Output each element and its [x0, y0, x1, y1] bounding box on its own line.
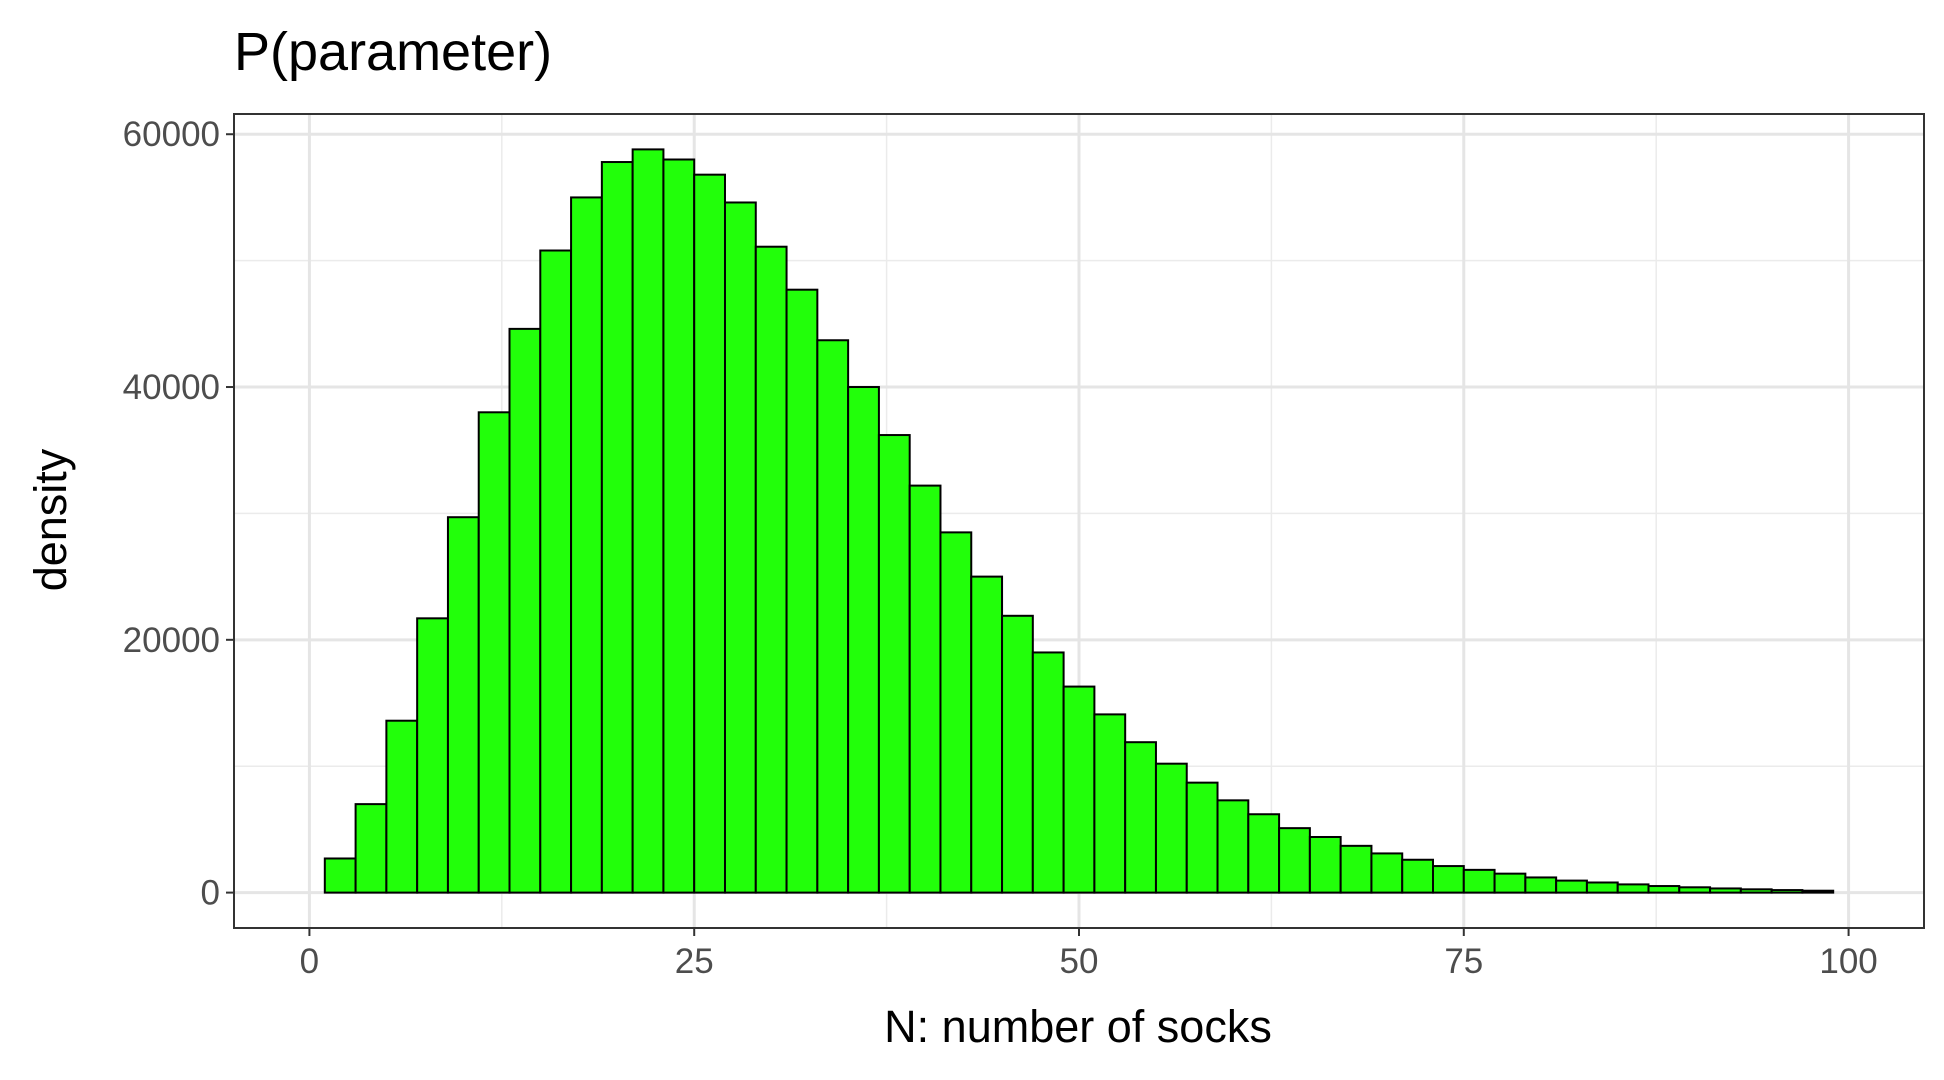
histogram-bar [908, 484, 942, 894]
histogram-bar [323, 857, 357, 894]
histogram-bar [785, 288, 819, 894]
histogram-bar [1585, 881, 1619, 894]
histogram-bar [1124, 741, 1157, 894]
chart-title: P(parameter) [234, 22, 552, 82]
histogram-bar [693, 173, 726, 894]
histogram-bar [1247, 813, 1281, 894]
histogram-bar [1770, 889, 1804, 894]
histogram-bar [1339, 844, 1373, 894]
histogram-bar [1432, 865, 1465, 894]
histogram-bar [1185, 781, 1219, 894]
histogram-bar [877, 434, 911, 894]
histogram-bar [1678, 886, 1712, 894]
histogram-bar [1616, 883, 1650, 894]
y-tick-label: 0 [201, 874, 220, 913]
x-axis: 0 25 50 75 100 [300, 928, 1878, 981]
y-tick-label: 60000 [123, 115, 220, 154]
histogram-bar [1216, 799, 1250, 894]
x-tick-label: 0 [300, 942, 319, 981]
histogram-bar [970, 575, 1004, 894]
histogram-bar [385, 719, 419, 894]
histogram-bar [1493, 872, 1527, 894]
histogram-bar [1801, 889, 1835, 894]
histogram-bar [416, 617, 449, 894]
histogram-bar [1001, 614, 1034, 894]
x-tick-label: 75 [1444, 942, 1483, 981]
histogram-bar [1739, 888, 1773, 894]
histogram-bar [1524, 876, 1558, 894]
histogram-bar [816, 339, 850, 894]
histogram-bar [1462, 868, 1496, 894]
histogram-bar [1401, 858, 1435, 894]
histogram-bar [1647, 885, 1681, 894]
histogram-bar [354, 803, 388, 894]
histogram-bar [1278, 827, 1311, 894]
y-axis: 0 20000 40000 60000 [123, 115, 234, 913]
histogram-bar [1154, 762, 1188, 894]
histogram-bar [570, 196, 603, 894]
x-axis-title: N: number of socks [884, 1001, 1272, 1052]
x-tick-label: 25 [675, 942, 714, 981]
histogram-bar [1062, 685, 1096, 894]
histogram-bar [1370, 852, 1404, 894]
histogram-bar [723, 201, 757, 894]
histogram-bar [662, 158, 696, 894]
histogram-bar [1093, 713, 1127, 894]
histogram-bar [631, 148, 665, 894]
x-tick-label: 100 [1819, 942, 1877, 981]
histogram-bar [1308, 835, 1342, 894]
histogram-bar [754, 245, 788, 894]
y-tick-label: 20000 [123, 621, 220, 660]
x-tick-label: 50 [1060, 942, 1099, 981]
histogram-bar [446, 516, 480, 894]
bars [323, 148, 1835, 894]
histogram-bar [1031, 651, 1065, 894]
histogram-bar [1709, 887, 1742, 894]
y-axis-title: density [25, 448, 76, 591]
histogram-bar [939, 531, 973, 894]
histogram-bar [600, 161, 634, 894]
histogram-bar [477, 411, 511, 894]
histogram-bar [847, 386, 880, 894]
y-tick-label: 40000 [123, 368, 220, 407]
histogram-bar [539, 249, 573, 894]
histogram-bar [508, 327, 542, 894]
histogram-bar [1555, 879, 1588, 894]
